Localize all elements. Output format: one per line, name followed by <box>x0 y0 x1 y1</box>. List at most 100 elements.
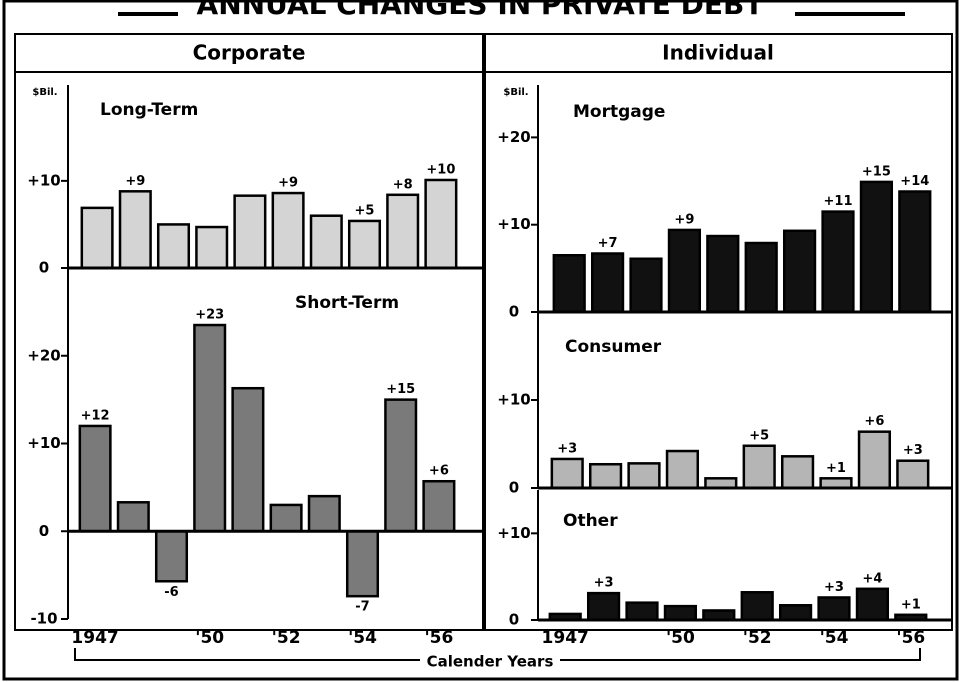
bar <box>233 194 267 270</box>
bracket <box>74 648 921 661</box>
data-label: +1 <box>826 461 846 476</box>
bar <box>193 323 227 533</box>
x-tick-label: '50 <box>195 628 224 648</box>
data-label: +7 <box>598 236 618 251</box>
header: Corporate <box>193 41 306 65</box>
y-tick-label: 0 <box>509 303 519 321</box>
data-label: +4 <box>862 571 882 586</box>
panel-title: Other <box>563 511 618 531</box>
panel-title: Short-Term <box>295 293 399 313</box>
y-axis-label: $Bil. <box>32 87 57 98</box>
bar <box>154 530 189 583</box>
x-tick-label: '52 <box>743 628 772 648</box>
bar <box>706 234 740 314</box>
bar <box>857 430 892 490</box>
bar <box>552 254 586 314</box>
x-tick-label: '56 <box>896 628 925 648</box>
data-label: +9 <box>674 212 694 227</box>
data-label: +3 <box>594 576 614 591</box>
bar <box>896 459 930 490</box>
data-label: +14 <box>900 174 929 189</box>
data-label: -6 <box>164 585 178 600</box>
bar <box>386 193 420 270</box>
bar <box>665 449 700 490</box>
bar <box>740 591 774 622</box>
bar <box>817 596 851 622</box>
bar <box>384 398 418 533</box>
y-tick-label: 0 <box>39 259 49 277</box>
x-tick-label: 1947 <box>71 628 118 648</box>
data-label: +9 <box>278 176 298 191</box>
data-label: +15 <box>862 164 891 179</box>
chart-title: ANNUAL CHANGES IN PRIVATE DEBT <box>197 0 764 21</box>
y-axis-label: $Bil. <box>503 87 528 98</box>
bar <box>269 503 303 533</box>
data-label: +9 <box>125 174 145 189</box>
x-tick-label: '52 <box>272 628 301 648</box>
panel-title: Mortgage <box>573 102 665 122</box>
data-label: +1 <box>901 597 921 612</box>
bar <box>231 386 265 533</box>
bar <box>590 252 625 314</box>
y-tick-label: +10 <box>497 524 530 542</box>
bar <box>782 229 817 314</box>
y-tick-label: 0 <box>39 522 49 540</box>
data-label: +6 <box>429 464 449 479</box>
y-tick-label: 0 <box>509 479 519 497</box>
data-label: +3 <box>557 441 577 456</box>
bar <box>118 190 152 270</box>
bar <box>80 206 114 270</box>
bar <box>586 591 621 622</box>
bar <box>195 225 229 270</box>
bar <box>627 462 661 490</box>
bar <box>422 479 456 533</box>
bar <box>116 501 150 533</box>
bar <box>78 424 112 533</box>
bar <box>347 219 382 270</box>
bar <box>667 228 702 314</box>
y-tick-label: +10 <box>497 391 530 409</box>
x-axis-label: Calender Years <box>427 653 554 671</box>
data-label: +8 <box>393 177 413 192</box>
y-tick-label: +20 <box>497 128 530 146</box>
data-label: -7 <box>355 600 369 615</box>
data-label: +5 <box>749 428 769 443</box>
panel-frame <box>484 33 953 631</box>
bar <box>780 455 815 490</box>
x-tick-label: '50 <box>666 628 695 648</box>
y-tick-label: +10 <box>497 215 530 233</box>
bar <box>898 190 932 314</box>
bar <box>859 180 894 314</box>
x-tick-label: '54 <box>820 628 849 648</box>
bar <box>156 223 191 270</box>
panel-title: Long-Term <box>100 100 198 120</box>
panel-title: Consumer <box>565 337 662 357</box>
bar <box>629 257 663 314</box>
bar <box>625 601 659 622</box>
y-tick-label: +10 <box>27 434 60 452</box>
bar <box>821 210 855 314</box>
data-label: +12 <box>81 408 110 423</box>
bar <box>855 587 890 622</box>
x-tick-label: 1947 <box>542 628 589 648</box>
bar <box>307 494 341 533</box>
y-tick-label: -10 <box>30 610 57 628</box>
bar <box>588 462 623 490</box>
data-label: +23 <box>195 308 224 323</box>
bar <box>742 444 776 490</box>
bar <box>271 191 305 270</box>
data-label: +15 <box>386 382 415 397</box>
data-label: +6 <box>864 414 884 429</box>
data-label: +3 <box>824 580 844 595</box>
bar <box>778 604 813 622</box>
x-tick-label: '56 <box>424 628 453 648</box>
panel-frame <box>14 33 484 631</box>
data-label: +5 <box>355 203 375 218</box>
data-label: +3 <box>903 443 923 458</box>
bar <box>550 457 584 490</box>
data-label: +10 <box>426 162 455 177</box>
bar <box>744 241 778 314</box>
data-label: +11 <box>824 194 853 209</box>
bar <box>663 604 698 622</box>
